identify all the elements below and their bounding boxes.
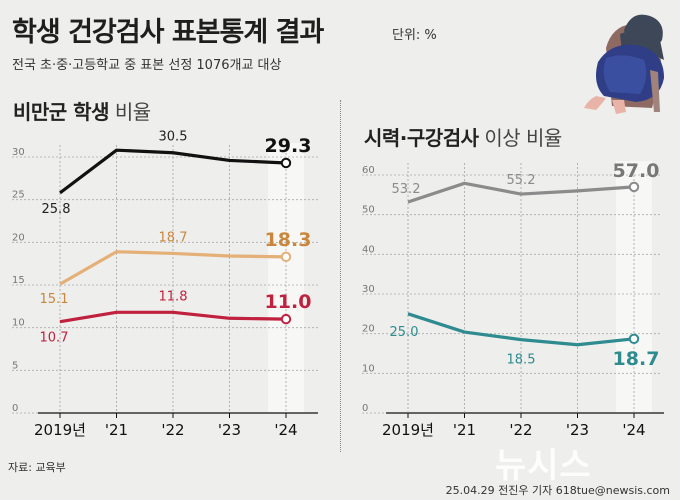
data-label: 53.2 bbox=[392, 182, 421, 197]
left-chart-title: 비만군 학생 비율 bbox=[13, 96, 151, 125]
x-tick-label: 2019년 bbox=[382, 421, 434, 439]
y-tick-label: 0 bbox=[12, 403, 18, 414]
data-label: 55.2 bbox=[507, 173, 536, 188]
panel-divider bbox=[340, 100, 341, 452]
y-tick-label: 60 bbox=[362, 165, 375, 176]
source-note: 자료: 교육부 bbox=[8, 461, 66, 474]
y-tick-label: 20 bbox=[362, 324, 375, 335]
x-tick-label: 2019년 bbox=[34, 421, 86, 439]
y-tick-label: 0 bbox=[362, 403, 368, 414]
x-tick-label: '21 bbox=[105, 421, 128, 439]
watermark-logo: 뉴시스 bbox=[495, 446, 592, 486]
y-tick-label: 25 bbox=[12, 190, 25, 201]
x-tick-label: '24 bbox=[622, 421, 645, 439]
data-point-marker bbox=[628, 333, 640, 345]
data-point-marker bbox=[280, 313, 292, 325]
y-tick-label: 30 bbox=[12, 147, 25, 158]
data-label: 18.7 bbox=[159, 230, 188, 245]
series-line bbox=[59, 148, 287, 195]
series-line bbox=[407, 181, 635, 204]
y-tick-label: 15 bbox=[12, 275, 25, 286]
y-tick-label: 5 bbox=[12, 360, 18, 371]
series-line bbox=[59, 310, 287, 324]
data-point-marker bbox=[628, 181, 640, 193]
x-tick-label: '24 bbox=[274, 421, 297, 439]
y-tick-label: 10 bbox=[362, 363, 375, 374]
data-label: 25.0 bbox=[390, 325, 419, 340]
y-tick-label: 50 bbox=[362, 205, 375, 216]
credit-line: 25.04.29 전진우 기자 618tue@newsis.com bbox=[445, 484, 670, 497]
data-label: 30.5 bbox=[159, 130, 188, 145]
x-tick-label: '22 bbox=[509, 421, 532, 439]
x-tick-label: '22 bbox=[161, 421, 184, 439]
data-label: 18.7 bbox=[613, 348, 660, 370]
x-tick-label: '23 bbox=[566, 421, 589, 439]
data-point-marker bbox=[280, 251, 292, 263]
y-tick-label: 40 bbox=[362, 244, 375, 255]
data-label: 29.3 bbox=[265, 135, 312, 157]
data-label: 10.7 bbox=[40, 331, 69, 346]
left-chart-title-light: 비율 bbox=[114, 100, 151, 124]
series-line bbox=[407, 312, 635, 347]
data-label: 18.3 bbox=[265, 229, 312, 251]
page-subtitle: 전국 초·중·고등학교 중 표본 선정 1076개교 대상 bbox=[12, 58, 282, 73]
y-tick-label: 10 bbox=[12, 318, 25, 329]
page-title: 학생 건강검사 표본통계 결과 bbox=[12, 17, 324, 48]
right-chart-title-light: 이상 비율 bbox=[484, 126, 562, 150]
data-label: 11.0 bbox=[265, 291, 312, 313]
y-tick-label: 30 bbox=[362, 284, 375, 295]
x-tick-label: '23 bbox=[218, 421, 241, 439]
data-label: 25.8 bbox=[42, 202, 71, 217]
y-tick-label: 20 bbox=[12, 232, 25, 243]
series-line bbox=[59, 250, 287, 286]
data-point-marker bbox=[280, 157, 292, 169]
data-label: 18.5 bbox=[507, 353, 536, 368]
data-label: 15.1 bbox=[40, 292, 69, 307]
data-label: 11.8 bbox=[159, 289, 188, 304]
data-label: 57.0 bbox=[613, 160, 660, 182]
unit-label: 단위: % bbox=[392, 28, 437, 43]
left-chart-title-bold: 비만군 학생 bbox=[13, 100, 109, 124]
right-chart-title-bold: 시력·구강검사 bbox=[364, 126, 479, 150]
x-tick-label: '21 bbox=[453, 421, 476, 439]
right-chart-title: 시력·구강검사 이상 비율 bbox=[364, 122, 562, 151]
